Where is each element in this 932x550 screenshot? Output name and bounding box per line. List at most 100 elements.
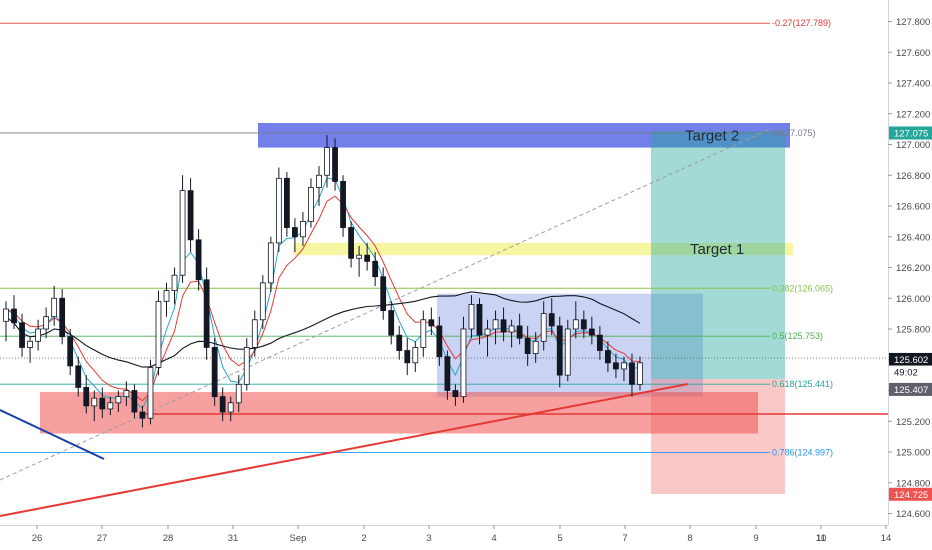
y-tick-label: 127.800 xyxy=(896,17,930,28)
candle xyxy=(67,329,74,376)
x-tick-label: 27 xyxy=(97,533,108,544)
price-badge-4 xyxy=(889,487,932,501)
candle xyxy=(516,313,523,345)
candle xyxy=(613,353,619,379)
candle xyxy=(556,316,563,388)
candle xyxy=(267,236,274,293)
price-badge-2 xyxy=(889,365,932,379)
candle xyxy=(468,295,475,339)
candle xyxy=(171,267,178,305)
candle xyxy=(548,298,555,336)
zone-3[interactable] xyxy=(40,392,758,434)
fib-label-3: 0.5(125.753) xyxy=(772,331,823,341)
candle xyxy=(35,319,41,351)
x-tick-label: 3 xyxy=(426,533,431,544)
candle xyxy=(348,221,354,268)
red-support-trendline[interactable] xyxy=(0,383,689,517)
candle xyxy=(59,289,66,345)
candle xyxy=(500,307,507,342)
candle xyxy=(492,310,499,345)
candle xyxy=(508,319,515,348)
candle xyxy=(115,390,122,413)
x-tick-label: 5 xyxy=(557,533,562,544)
candle xyxy=(476,298,483,345)
candles-layer xyxy=(3,135,643,428)
price-badge-text-1: 125.602 xyxy=(894,355,928,366)
candle xyxy=(243,338,250,391)
candle xyxy=(27,336,33,363)
candle xyxy=(107,396,114,416)
candle xyxy=(75,356,82,397)
candle xyxy=(540,301,547,351)
candle xyxy=(187,178,194,253)
candle xyxy=(412,341,419,373)
x-tick-label: 10 xyxy=(816,533,827,544)
x-tick-label: 2 xyxy=(361,533,366,544)
ma-slow-line xyxy=(5,291,641,368)
price-axis[interactable]: 127.800 127.600 127.400 127.200 127.000 126.8… xyxy=(888,17,930,520)
candle xyxy=(340,175,346,237)
candle xyxy=(637,356,643,391)
zone-labels-layer: Target 2 Target 1 xyxy=(685,127,744,258)
candle xyxy=(372,252,379,286)
y-tick-label: 124.800 xyxy=(896,478,930,489)
candle xyxy=(195,229,202,291)
candle xyxy=(251,310,258,357)
position-profit-area[interactable] xyxy=(651,131,785,379)
zone-label-1: Target 1 xyxy=(690,241,744,258)
candle xyxy=(43,307,50,339)
dashed-trendline[interactable] xyxy=(0,127,773,481)
x-tick-label: 4 xyxy=(491,533,496,544)
y-tick-label: 127.400 xyxy=(896,79,930,90)
zone-1[interactable] xyxy=(293,242,793,256)
candle xyxy=(380,267,387,320)
x-tick-label: 31 xyxy=(228,533,239,544)
candle xyxy=(596,325,603,360)
candle xyxy=(123,381,130,406)
x-tick-label: 26 xyxy=(32,533,43,544)
price-badge-3 xyxy=(889,382,932,396)
zone-0[interactable] xyxy=(258,122,790,148)
candle xyxy=(155,290,162,376)
y-tick-label: 125.000 xyxy=(896,448,930,459)
candle xyxy=(139,405,146,428)
x-tick-label: 8 xyxy=(687,533,692,544)
candle xyxy=(404,338,411,376)
candle xyxy=(11,295,17,329)
x-tick-label: 14 xyxy=(881,533,892,544)
candle xyxy=(83,375,90,414)
position-loss-area[interactable] xyxy=(651,379,785,494)
zone-label-0: Target 2 xyxy=(685,127,739,144)
candle xyxy=(452,384,459,406)
blue-trendline[interactable] xyxy=(0,409,105,460)
trendlines-layer[interactable] xyxy=(0,127,888,517)
y-tick-label: 127.000 xyxy=(896,140,930,151)
price-badge-0 xyxy=(889,126,932,140)
candle xyxy=(99,387,106,419)
y-tick-label: 125.800 xyxy=(896,325,930,336)
y-tick-label: 125.200 xyxy=(896,417,930,428)
price-badges: 127.075 125.602 49:02 125.407 124.725 xyxy=(889,126,932,501)
y-tick-label: 126.800 xyxy=(896,171,930,182)
price-badge-text-3: 125.407 xyxy=(894,385,928,396)
candle xyxy=(420,310,427,357)
price-badge-text-2: 49:02 xyxy=(894,368,918,379)
y-tick-label: 126.400 xyxy=(896,232,930,243)
price-badge-text-4: 124.725 xyxy=(894,490,928,501)
candle xyxy=(131,384,138,419)
fib-label-5: 0.786(124.997) xyxy=(772,447,833,457)
x-tick-label: Sep xyxy=(290,533,307,544)
candle xyxy=(163,282,170,317)
candle xyxy=(51,285,58,326)
fib-labels-layer: -0.27(127.789) 0(127.075) 0.382(126.065) 0.… xyxy=(772,18,833,457)
fib-label-2: 0.382(126.065) xyxy=(772,283,833,293)
candle xyxy=(283,172,290,237)
candle xyxy=(629,353,635,397)
candle xyxy=(524,325,531,366)
plot-background xyxy=(0,0,888,525)
candle xyxy=(259,275,266,329)
fib-label-0: -0.27(127.789) xyxy=(772,18,831,28)
position-tool[interactable] xyxy=(651,131,785,494)
